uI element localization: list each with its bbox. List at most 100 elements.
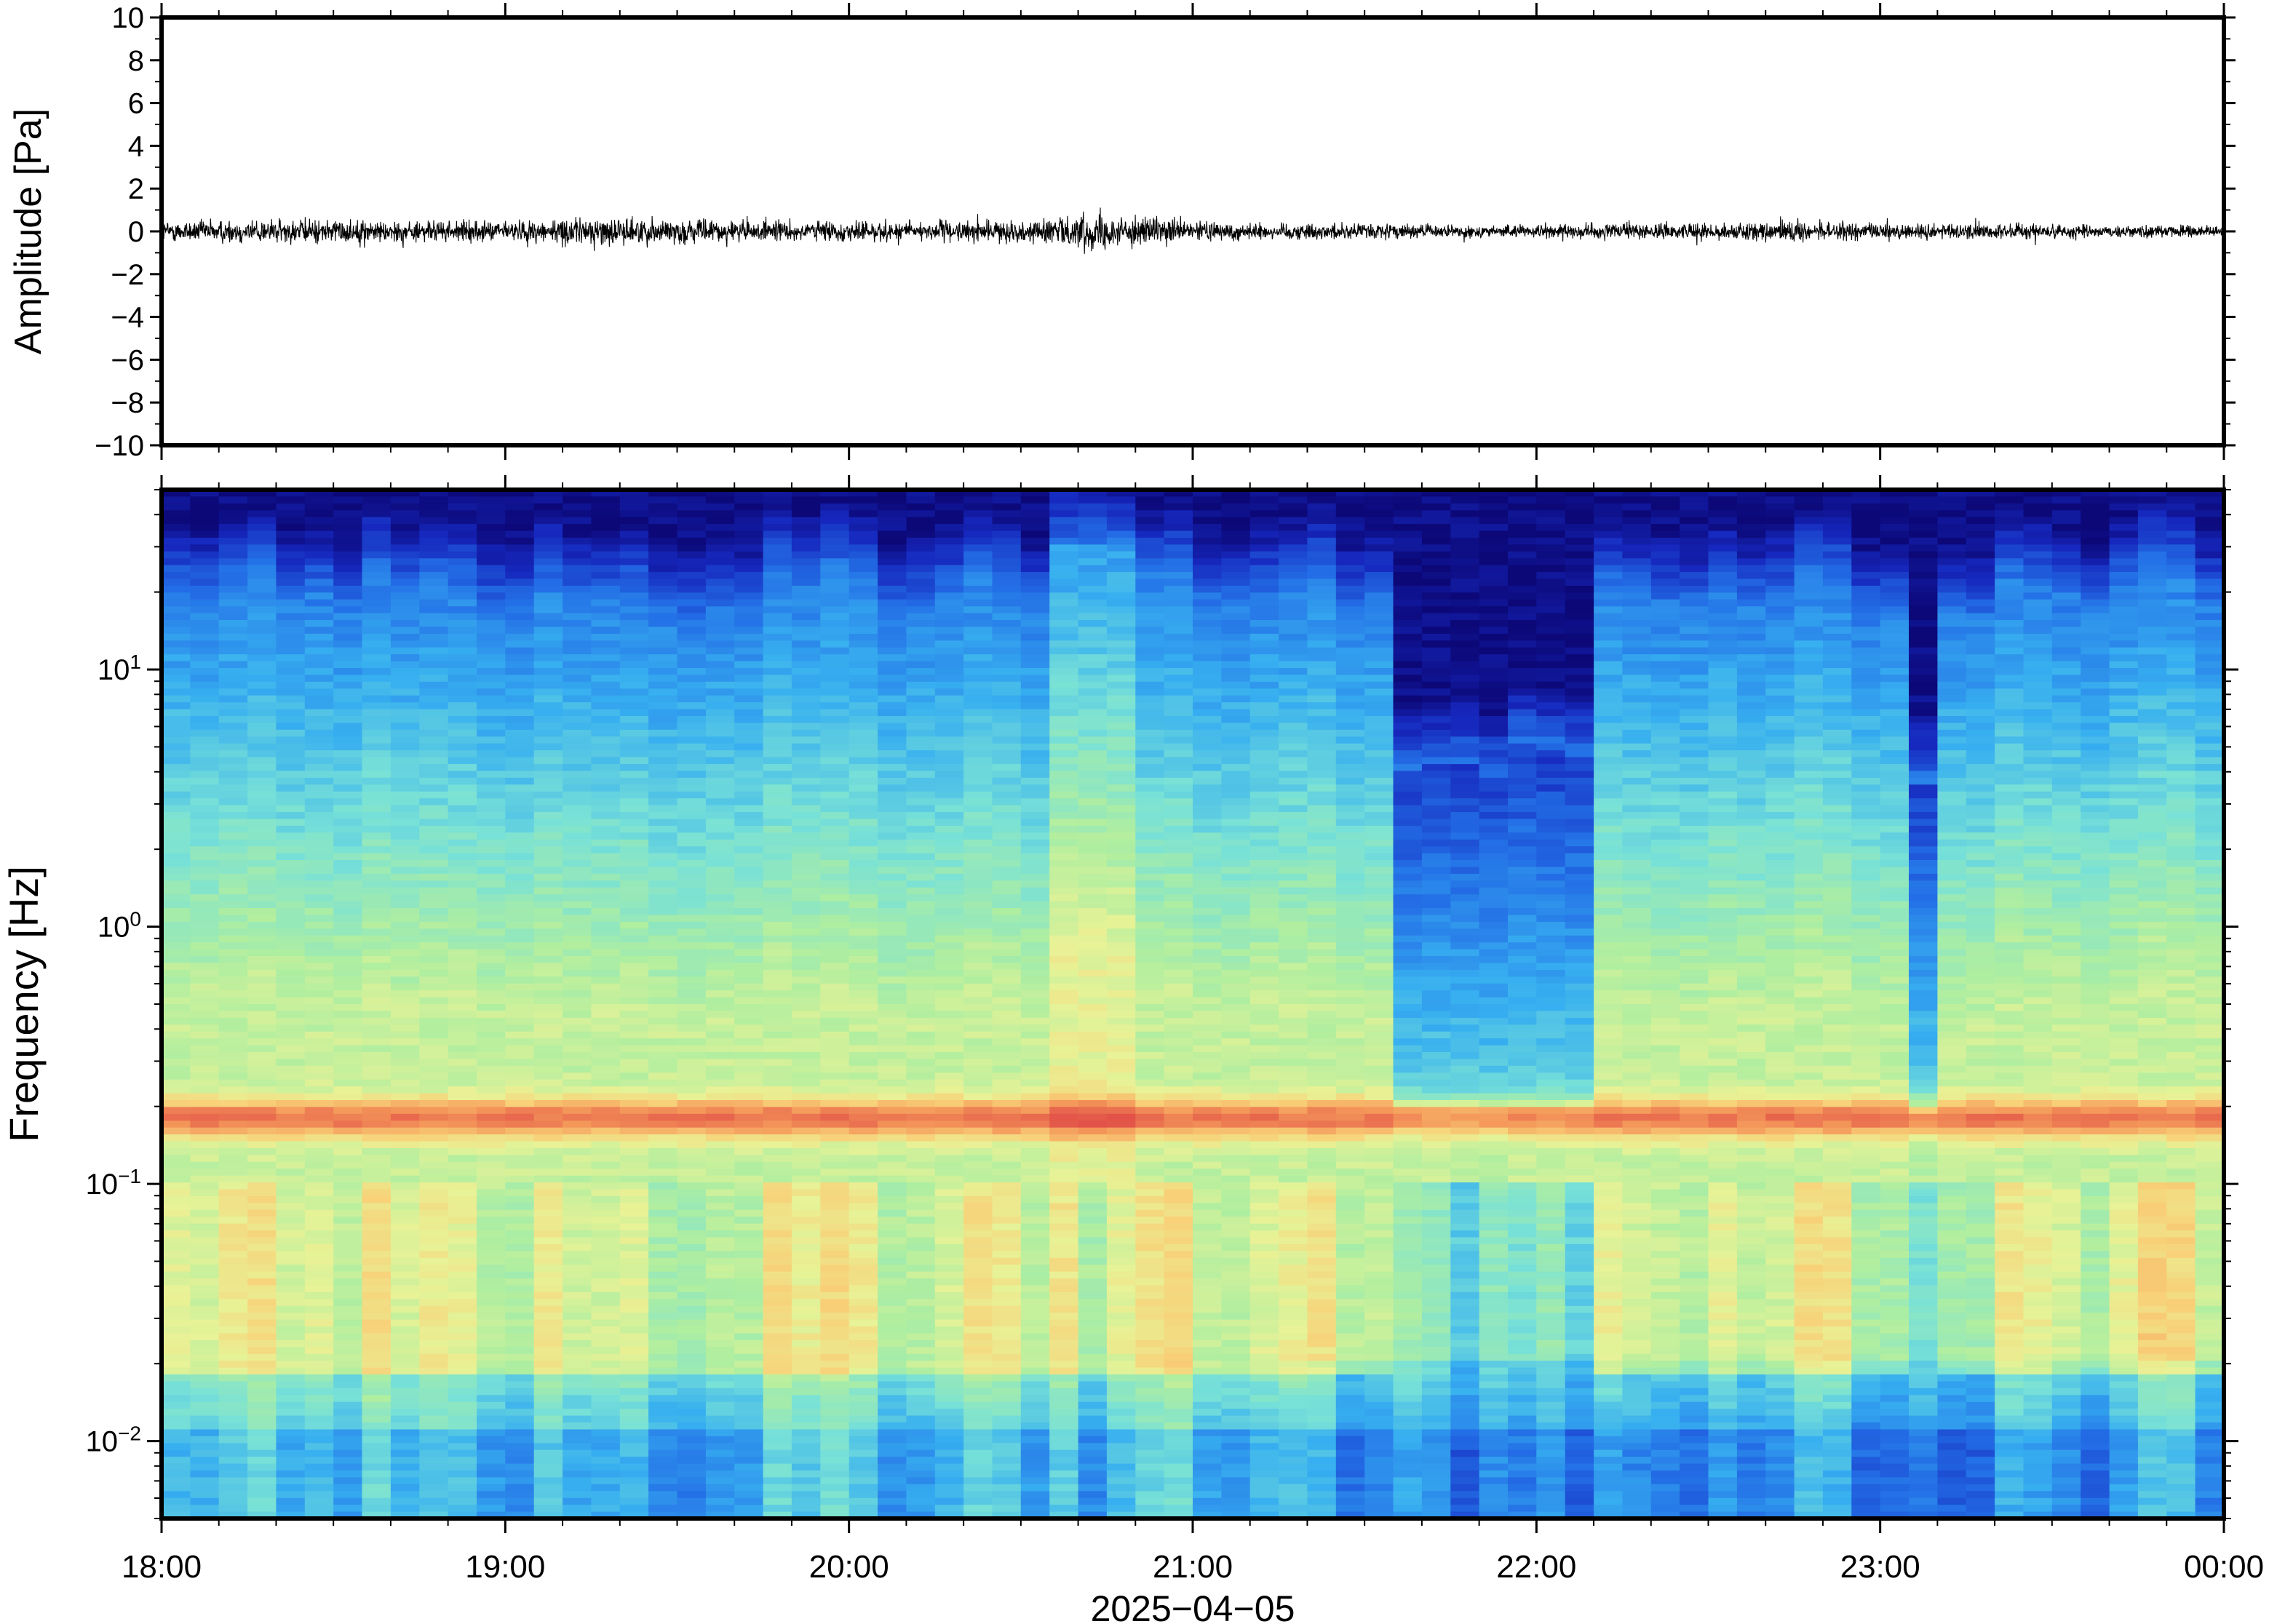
spectrogram-cell xyxy=(763,1189,792,1197)
spectrogram-cell xyxy=(477,812,506,820)
spectrogram-cell xyxy=(677,1511,707,1518)
spectrogram-cell xyxy=(390,1347,420,1355)
spectrogram-cell xyxy=(247,976,277,984)
spectrogram-cell xyxy=(963,1470,993,1478)
spectrogram-cell xyxy=(906,538,936,545)
spectrogram-cell xyxy=(677,1457,707,1465)
spectrogram-cell xyxy=(218,702,248,710)
spectrogram-cell xyxy=(533,853,563,861)
spectrogram-cell xyxy=(505,771,535,779)
spectrogram-cell xyxy=(619,1223,649,1231)
spectrogram-cell xyxy=(591,613,621,621)
spectrogram-cell xyxy=(648,490,678,497)
spectrogram-cell xyxy=(448,1175,477,1183)
spectrogram-cell xyxy=(677,524,707,532)
spectrogram-cell xyxy=(820,654,850,662)
spectrogram-cell xyxy=(906,1127,936,1135)
spectrogram-cell xyxy=(162,1265,191,1273)
spectrogram-cell xyxy=(763,839,792,847)
spectrogram-cell xyxy=(763,1113,792,1121)
spectrogram-cell xyxy=(963,969,993,977)
spectrogram-cell xyxy=(763,873,792,881)
spectrogram-cell xyxy=(1020,1107,1050,1115)
spectrogram-cell xyxy=(591,1045,621,1053)
spectrogram-cell xyxy=(247,915,277,923)
spectrogram-cell xyxy=(820,647,850,655)
spectrogram-cell xyxy=(218,1477,248,1485)
spectrogram-cell xyxy=(448,634,477,641)
spectrogram-cell xyxy=(362,1052,392,1059)
spectrogram-cell xyxy=(1049,681,1079,689)
spectrogram-cell xyxy=(820,695,850,703)
spectrogram-cell xyxy=(247,1361,277,1369)
spectrogram-cell xyxy=(820,1388,850,1396)
spectrogram-cell xyxy=(505,544,535,552)
spectrogram-cell xyxy=(162,1223,191,1231)
spectrogram-cell xyxy=(563,1374,592,1382)
spectrogram-cell xyxy=(563,1457,592,1465)
spectrogram-cell xyxy=(934,1243,964,1251)
spectrogram-cell xyxy=(591,1409,621,1417)
spectrogram-cell xyxy=(390,1223,420,1231)
spectrogram-cell xyxy=(705,1121,735,1129)
spectrogram-cell xyxy=(162,709,191,717)
spectrogram-cell xyxy=(390,743,420,751)
spectrogram-cell xyxy=(448,1484,477,1492)
spectrogram-cell xyxy=(791,1299,821,1307)
spectrogram-cell xyxy=(190,1257,220,1265)
spectrogram-cell xyxy=(763,1251,792,1259)
spectrogram-cell xyxy=(390,634,420,641)
spectrogram-cell xyxy=(218,1134,248,1142)
spectrogram-cell xyxy=(791,887,821,895)
spectrogram-cell xyxy=(162,1209,191,1217)
spectrogram-cell xyxy=(362,894,392,902)
spectrogram-cell xyxy=(591,1395,621,1403)
spectrogram-cell xyxy=(591,1422,621,1430)
spectrogram-cell xyxy=(162,1038,191,1046)
spectrogram-cell xyxy=(1078,558,1108,566)
spectrogram-cell xyxy=(304,1291,334,1299)
spectrogram-cell xyxy=(218,1511,248,1518)
spectrogram-cell xyxy=(190,1017,220,1025)
spectrogram-cell xyxy=(906,791,936,799)
spectrogram-cell xyxy=(419,901,449,909)
spectrogram-cell xyxy=(705,1484,735,1492)
spectrogram-cell xyxy=(1049,1422,1079,1430)
spectrogram-cell xyxy=(705,1381,735,1389)
spectrogram-cell xyxy=(505,723,535,731)
spectrogram-cell xyxy=(505,681,535,689)
spectrogram-cell xyxy=(505,1367,535,1375)
spectrogram-cell xyxy=(448,1305,477,1313)
spectrogram-cell xyxy=(247,702,277,710)
spectrogram-cell xyxy=(734,613,764,621)
spectrogram-cell xyxy=(448,771,477,779)
spectrogram-cell xyxy=(849,1209,878,1217)
spectrogram-cell xyxy=(477,839,506,847)
spectrogram-cell xyxy=(849,1141,878,1149)
spectrogram-cell xyxy=(419,1017,449,1025)
spectrogram-cell xyxy=(906,1230,936,1238)
spectrogram-cell xyxy=(791,915,821,923)
spectrogram-cell xyxy=(362,976,392,984)
spectrogram-cell xyxy=(1049,1257,1079,1265)
spectrogram-cell xyxy=(820,1031,850,1039)
spectrogram-cell xyxy=(304,1511,334,1518)
spectrogram-cell xyxy=(190,626,220,634)
spectrogram-cell xyxy=(791,586,821,593)
spectrogram-cell xyxy=(648,1024,678,1032)
spectrogram-cell xyxy=(763,538,792,545)
spectrogram-cell xyxy=(533,757,563,765)
spectrogram-cell xyxy=(362,551,392,559)
spectrogram-cell xyxy=(677,1265,707,1273)
spectrogram-cell xyxy=(505,880,535,888)
spectrogram-cell xyxy=(1078,668,1108,676)
spectrogram-cell xyxy=(477,1457,506,1465)
spectrogram-cell xyxy=(878,949,907,957)
spectrogram-cell xyxy=(619,791,649,799)
spectrogram-cell xyxy=(477,771,506,779)
spectrogram-cell xyxy=(763,565,792,573)
spectrogram-cell xyxy=(218,1422,248,1430)
spectrogram-cell xyxy=(477,490,506,497)
spectrogram-cell xyxy=(992,1072,1022,1080)
spectrogram-cell xyxy=(705,942,735,950)
